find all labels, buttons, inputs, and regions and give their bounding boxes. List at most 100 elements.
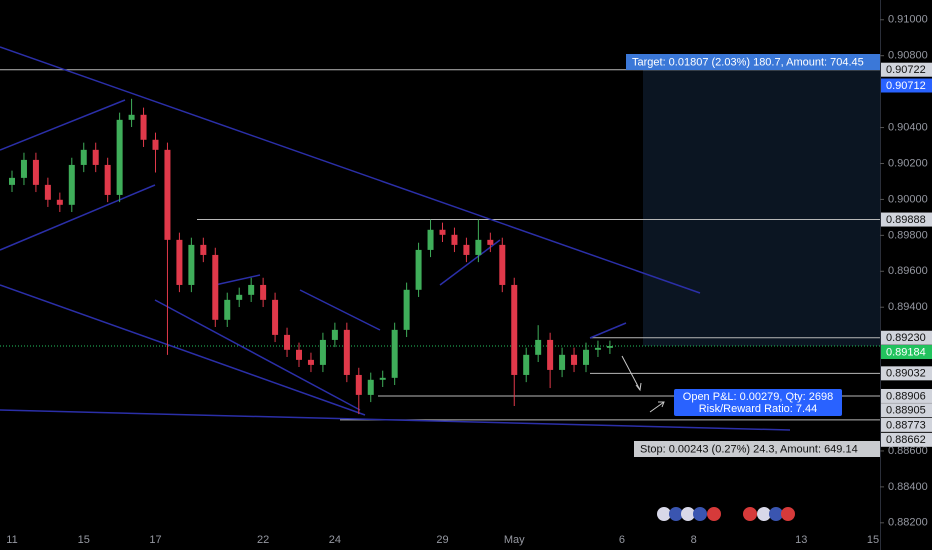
candle-body (104, 164, 111, 195)
y-tick-label: 0.90800 (888, 50, 928, 62)
candle-body (415, 249, 422, 290)
candle-body (164, 149, 171, 240)
price-label-box (881, 345, 932, 360)
candle-body (463, 244, 470, 255)
price-label: 0.90722 (886, 64, 926, 76)
price-label: 0.89888 (886, 214, 926, 226)
candle-body (296, 349, 302, 360)
y-tick-label: 0.88600 (888, 445, 928, 457)
y-tick-label: 0.88200 (888, 517, 928, 529)
candle-body (140, 114, 147, 140)
x-tick-label: 8 (691, 534, 697, 546)
price-label-box (881, 403, 932, 418)
x-tick-label: 17 (149, 534, 161, 546)
candle-body (284, 334, 291, 350)
candle-body (212, 254, 219, 320)
x-tick-label: 29 (436, 534, 448, 546)
candle-body (511, 284, 518, 375)
event-icon[interactable] (669, 507, 683, 521)
trend-line (0, 46, 701, 294)
candle-body (583, 349, 589, 365)
trend-line (154, 299, 361, 411)
x-tick-label: 13 (795, 534, 807, 546)
candle-body (128, 114, 135, 120)
price-label-box (881, 432, 932, 447)
candle-body (224, 299, 231, 320)
candle-body (367, 379, 374, 395)
target-zone (643, 69, 880, 347)
candle-body (547, 339, 554, 370)
trend-line (0, 284, 366, 416)
candle-body (499, 244, 506, 285)
x-tick-label: 24 (329, 534, 341, 546)
price-label: 0.89230 (886, 332, 926, 344)
y-tick-label: 0.89600 (888, 265, 928, 277)
stop-label: Stop: 0.00243 (0.27%) 24.3, Amount: 649.… (640, 443, 858, 455)
price-label-box (881, 366, 932, 381)
projection-arrow (621, 355, 641, 391)
candle-body (331, 329, 338, 340)
candle-body (20, 159, 27, 178)
candle-body (427, 229, 434, 250)
candle-body (594, 347, 601, 350)
candle-body (535, 339, 542, 355)
pnl-box (674, 389, 842, 416)
candle-body (391, 329, 398, 378)
y-tick-label: 0.90400 (888, 121, 928, 133)
event-icon[interactable] (757, 507, 771, 521)
trend-line (0, 184, 156, 251)
candle-body (80, 149, 87, 165)
candle-body (319, 339, 326, 365)
x-tick-label: 22 (257, 534, 269, 546)
x-tick-label: May (504, 534, 525, 546)
y-tick-label: 0.88400 (888, 481, 928, 493)
candle-body (176, 239, 183, 285)
price-label: 0.90712 (886, 80, 926, 92)
event-icon[interactable] (693, 507, 707, 521)
price-label-box (881, 212, 932, 227)
y-tick-label: 0.90200 (888, 157, 928, 169)
x-tick-label: 11 (6, 534, 17, 546)
event-icon[interactable] (781, 507, 795, 521)
candle-body (475, 239, 482, 255)
event-icon[interactable] (707, 507, 721, 521)
candle-body (439, 229, 446, 235)
event-icon[interactable] (769, 507, 783, 521)
price-label: 0.88662 (886, 434, 926, 446)
pnl-label: Open P&L: 0.00279, Qty: 2698 (683, 391, 833, 403)
trend-line (299, 289, 381, 331)
x-tick-label: 6 (619, 534, 625, 546)
price-label: 0.89032 (886, 368, 926, 380)
y-tick-label: 0.90000 (888, 193, 928, 205)
arrow-head (635, 382, 642, 392)
event-icon[interactable] (657, 507, 671, 521)
event-icon[interactable] (681, 507, 695, 521)
candle-body (606, 346, 613, 348)
price-label: 0.89184 (886, 346, 926, 358)
ratio-label: Risk/Reward Ratio: 7.44 (699, 403, 818, 415)
event-icon[interactable] (743, 507, 757, 521)
trend-line (0, 409, 791, 431)
candle-body (260, 284, 267, 300)
candle-body (200, 244, 207, 255)
trend-line (0, 99, 126, 151)
price-label-box (881, 78, 932, 93)
price-label: 0.88906 (886, 390, 926, 402)
candle-body (379, 377, 386, 380)
candle-body (44, 184, 51, 200)
target-label: Target: 0.01807 (2.03%) 180.7, Amount: 7… (632, 56, 864, 68)
candle-body (355, 374, 362, 395)
price-label: 0.88773 (886, 419, 926, 431)
candle-body (9, 177, 15, 185)
projection-arrow (649, 401, 665, 413)
target-box (626, 54, 880, 70)
candle-body (188, 244, 195, 285)
candle-body (451, 234, 458, 245)
price-label-box (881, 330, 932, 345)
candle-body (236, 294, 243, 300)
x-tick-label: 15 (867, 534, 879, 546)
arrow-head (658, 401, 665, 408)
y-tick-label: 0.91000 (888, 14, 928, 26)
candle-body (116, 119, 123, 195)
